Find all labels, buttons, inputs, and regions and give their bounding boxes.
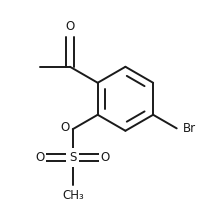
Text: O: O bbox=[60, 121, 69, 134]
Text: Br: Br bbox=[183, 122, 196, 135]
Text: CH₃: CH₃ bbox=[62, 189, 84, 202]
Text: O: O bbox=[36, 151, 45, 164]
Text: O: O bbox=[65, 20, 75, 33]
Text: S: S bbox=[69, 151, 76, 164]
Text: O: O bbox=[101, 151, 110, 164]
